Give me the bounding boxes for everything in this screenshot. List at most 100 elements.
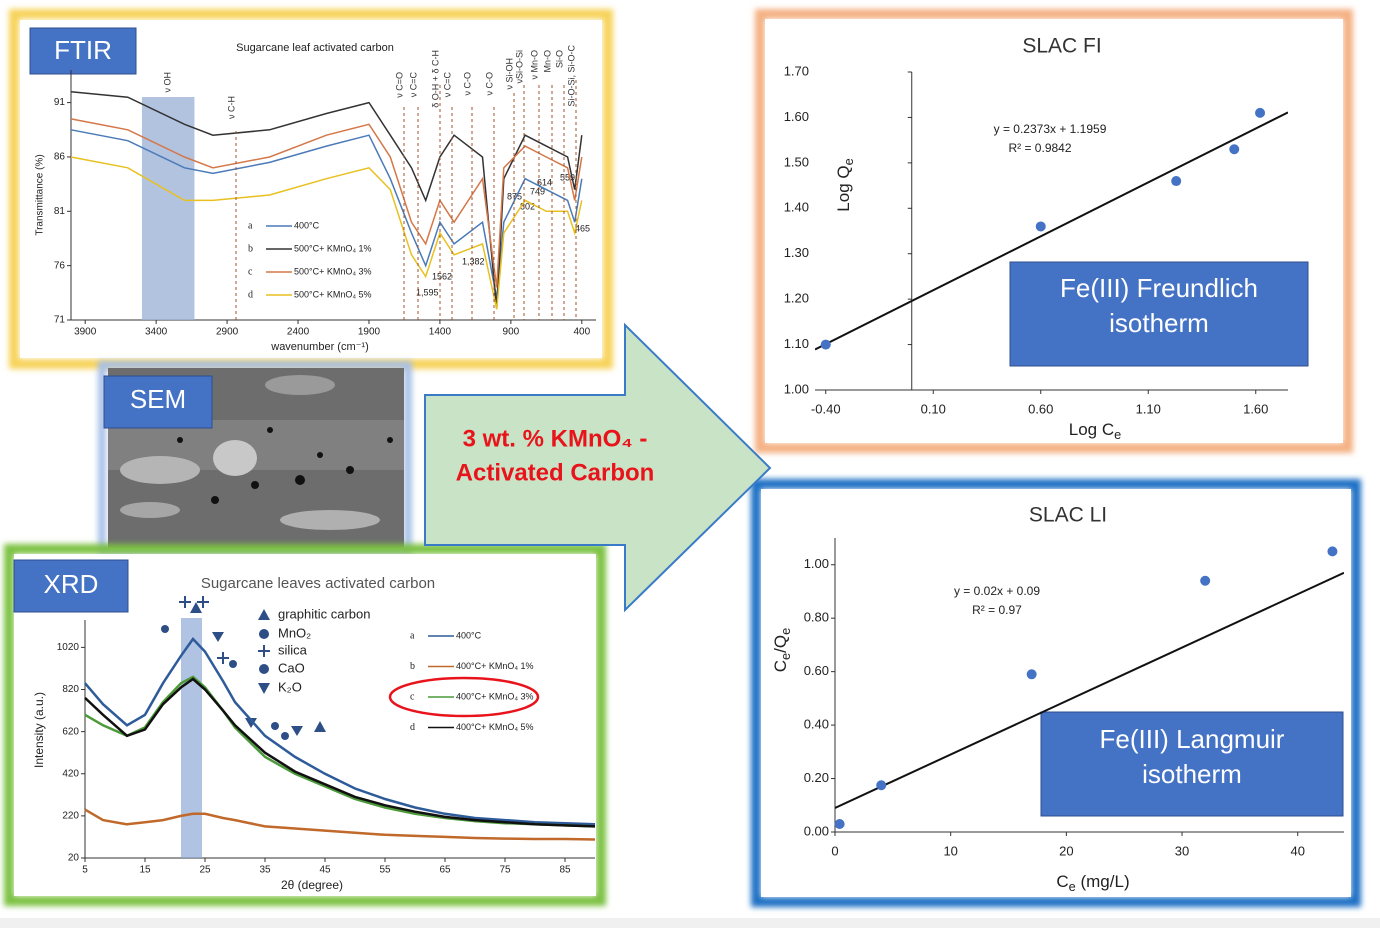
band-label: νSi-O-Si xyxy=(514,50,524,84)
ftir-panel xyxy=(20,20,602,358)
legend-label: 400°C+ KMnO₄ 1% xyxy=(456,661,534,671)
x-tick-label: 3400 xyxy=(145,327,168,338)
band-label: Si-O-Si, Si-O-C xyxy=(566,45,576,107)
y-axis-label: Log Qe xyxy=(834,158,856,211)
phase-name: K₂O xyxy=(278,679,302,694)
series-line xyxy=(84,808,596,841)
x-axis-label: Ce (mg/L) xyxy=(1056,872,1129,894)
band-label: ν C-H xyxy=(226,96,236,119)
legend-label: 400°C xyxy=(456,630,482,640)
y-tick-label: 76 xyxy=(54,260,66,271)
legend-key: d xyxy=(410,722,415,733)
peak-label: 1,595 xyxy=(416,287,439,297)
y-axis-label-part: e xyxy=(778,653,793,660)
peak-label: 465 xyxy=(575,223,590,233)
legend-label: 400°C xyxy=(294,220,320,230)
x-axis-label: 2θ (degree) xyxy=(281,878,343,892)
series-line xyxy=(70,156,583,310)
x-tick-label: 0.60 xyxy=(1028,401,1053,416)
x-axis-label-part: Log C xyxy=(1069,420,1114,439)
legend-label: 400°C+ KMnO₄ 3% xyxy=(456,691,534,701)
band-label: ν Mn-O xyxy=(529,50,539,80)
series-line xyxy=(70,90,583,310)
y-tick-label: 620 xyxy=(62,726,79,737)
data-point xyxy=(1327,546,1338,557)
isotherm-label: isotherm xyxy=(1109,308,1209,338)
x-tick-label: 5 xyxy=(82,865,88,876)
x-tick-label: 30 xyxy=(1175,843,1189,858)
isotherm-box xyxy=(1009,261,1309,367)
y-tick-label: 1.50 xyxy=(784,154,809,169)
data-point xyxy=(1229,144,1240,155)
y-axis-label: Transmittance (%) xyxy=(35,154,46,235)
y-axis-label-part: C xyxy=(771,660,790,672)
x-tick-label: 400 xyxy=(573,327,590,338)
isotherm-box xyxy=(1040,711,1344,817)
trend-equation: y = 0.02x + 0.09 xyxy=(954,584,1040,598)
x-axis-label-part: (mg/L) xyxy=(1076,872,1130,891)
chart-title: Sugarcane leaves activated carbon xyxy=(201,575,435,592)
y-axis-label: Ce/Qe xyxy=(771,628,793,672)
freundlich-frame xyxy=(755,9,1353,453)
x-tick-label: 75 xyxy=(499,865,511,876)
y-tick-label: 1020 xyxy=(57,642,80,653)
y-tick-label: 1.10 xyxy=(784,336,809,351)
band-label: Si-O xyxy=(554,50,564,68)
series-line xyxy=(70,118,583,288)
y-tick-label: 86 xyxy=(54,152,66,163)
band-label: Mn-O xyxy=(542,50,552,73)
panel-label: SEM xyxy=(130,384,186,414)
y-tick-label: 1.40 xyxy=(784,200,809,215)
x-axis-label-part: e xyxy=(1069,879,1076,894)
x-axis-label-part: e xyxy=(1114,427,1121,442)
band-label: ν C-O xyxy=(484,72,494,96)
band-label: δ O-H + δ C-H xyxy=(430,50,440,108)
trendline xyxy=(835,571,1344,809)
data-point xyxy=(1255,107,1266,118)
x-tick-label: 1.60 xyxy=(1243,401,1268,416)
phase-name: CaO xyxy=(278,660,305,675)
phase-name: graphitic carbon xyxy=(278,606,371,621)
x-tick-label: 0 xyxy=(831,843,838,858)
isotherm-label: Fe(III) Langmuir xyxy=(1100,724,1285,754)
legend-key: d xyxy=(248,289,253,300)
sem-texture xyxy=(108,375,404,530)
chart-title: SLAC LI xyxy=(1029,504,1107,527)
data-point xyxy=(820,339,831,350)
y-tick-label: 81 xyxy=(54,206,66,217)
x-tick-label: 2900 xyxy=(216,327,239,338)
x-tick-label: 85 xyxy=(559,865,571,876)
data-point xyxy=(876,780,887,791)
y-tick-label: 1.30 xyxy=(784,245,809,260)
data-point xyxy=(1171,176,1182,187)
x-tick-label: 65 xyxy=(439,865,451,876)
legend-label: 400°C+ KMnO₄ 5% xyxy=(456,722,534,732)
y-tick-label: 420 xyxy=(62,768,79,779)
label-box xyxy=(29,27,137,75)
y-axis-label-part: /Q xyxy=(771,635,790,653)
legend-label: 500°C+ KMnO₄ 1% xyxy=(294,243,372,253)
x-axis-label-part: C xyxy=(1056,872,1068,891)
peak-label: 875 xyxy=(507,191,522,201)
phase-name: MnO₂ xyxy=(278,625,311,640)
x-tick-label: 15 xyxy=(139,865,151,876)
legend-key: a xyxy=(410,630,415,641)
phase-name: silica xyxy=(278,642,308,657)
label-box xyxy=(103,375,213,429)
x-tick-label: 1.10 xyxy=(1136,401,1161,416)
x-tick-label: 40 xyxy=(1290,843,1304,858)
legend-key: a xyxy=(248,220,253,231)
x-tick-label: 55 xyxy=(379,865,391,876)
arrow-text: Activated Carbon xyxy=(456,459,655,486)
x-tick-label: 1400 xyxy=(429,327,452,338)
x-tick-label: 1900 xyxy=(358,327,381,338)
freundlich-panel xyxy=(765,19,1343,443)
x-axis-label: wavenumber (cm⁻¹) xyxy=(270,341,369,353)
y-tick-label: 1.20 xyxy=(784,291,809,306)
legend-label: 500°C+ KMnO₄ 3% xyxy=(294,266,372,276)
data-point xyxy=(1026,669,1037,680)
arrow-text: 3 wt. % KMnO₄ - xyxy=(463,425,648,452)
y-tick-label: 820 xyxy=(62,684,79,695)
y-tick-label: 1.60 xyxy=(784,109,809,124)
legend-label: 500°C+ KMnO₄ 5% xyxy=(294,289,372,299)
